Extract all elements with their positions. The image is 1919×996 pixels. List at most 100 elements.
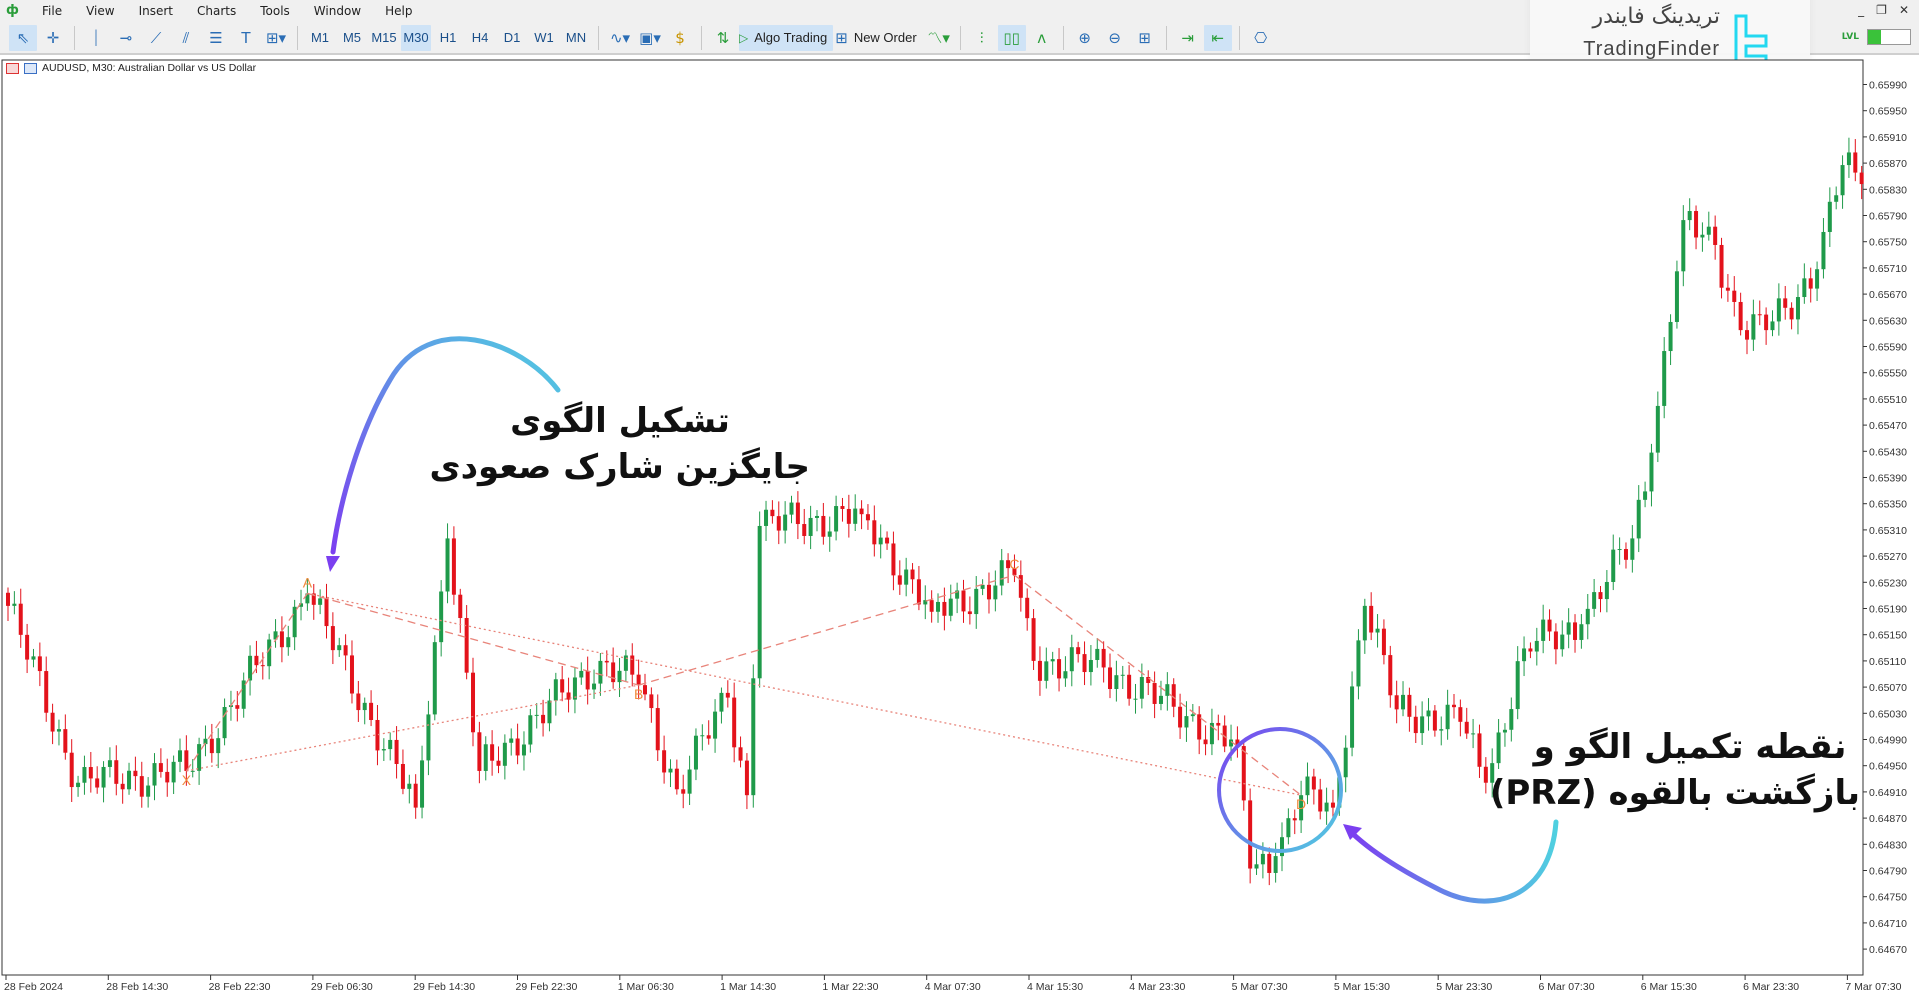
- candle-body: [1515, 661, 1520, 710]
- menu-insert[interactable]: Insert: [138, 4, 173, 18]
- indicators-icon[interactable]: ∿▾: [609, 28, 631, 47]
- trendline-icon[interactable]: ⟋: [150, 28, 162, 47]
- window-controls: _ ❐ ✕: [1858, 3, 1909, 17]
- candle-body: [738, 747, 743, 761]
- candlestick-chart-icon[interactable]: ▯▯: [997, 24, 1026, 51]
- menu-bar: ф File View Insert Charts Tools Window H…: [0, 0, 1919, 22]
- candle-body: [1318, 789, 1323, 812]
- y-tick-label: 0.65670: [1869, 289, 1907, 301]
- candle-body: [1362, 605, 1367, 641]
- candle-body: [311, 593, 316, 605]
- candle-body: [1082, 654, 1087, 673]
- candle-body: [279, 631, 284, 648]
- candle-body: [1407, 694, 1412, 717]
- candle-body: [107, 760, 112, 767]
- bar-chart-icon[interactable]: ⫶: [979, 28, 984, 47]
- x-tick-label: 5 Mar 07:30: [1232, 981, 1288, 993]
- candle-body: [1827, 201, 1832, 232]
- close-button[interactable]: ✕: [1898, 3, 1909, 17]
- screenshot-icon[interactable]: ⎔: [1254, 28, 1268, 47]
- new-order-button[interactable]: ⊞ New Order: [835, 25, 922, 51]
- candle-body: [865, 514, 870, 521]
- timeframe-d1[interactable]: D1: [503, 30, 521, 45]
- timeframe-w1[interactable]: W1: [534, 30, 554, 45]
- y-tick-label: 0.65270: [1869, 551, 1907, 563]
- channel-icon[interactable]: ⫽: [182, 28, 190, 47]
- candle-body: [967, 611, 972, 615]
- x-tick-label: 28 Feb 14:30: [106, 981, 168, 993]
- candle-body: [1127, 674, 1132, 699]
- candle-body: [1477, 733, 1482, 767]
- candle-body: [1560, 634, 1565, 650]
- candle-body: [1197, 714, 1202, 740]
- divider: [1062, 25, 1064, 50]
- chart-shift-icon[interactable]: ⇤: [1203, 24, 1232, 51]
- timeframe-m1[interactable]: M1: [310, 30, 330, 45]
- candle-body: [1069, 647, 1074, 672]
- y-tick-label: 0.65790: [1869, 211, 1907, 223]
- line-chart-icon[interactable]: ʌ: [1037, 28, 1047, 47]
- text-icon[interactable]: T: [241, 28, 251, 47]
- minimize-button[interactable]: _: [1858, 3, 1865, 17]
- menu-file[interactable]: File: [42, 4, 63, 18]
- top-curved-arrow: [330, 336, 561, 555]
- crosshair-icon[interactable]: ✛: [46, 28, 60, 47]
- candle-body: [426, 714, 431, 761]
- candle-body: [840, 506, 845, 509]
- candle-body: [1273, 856, 1278, 873]
- one-click-trading-icon[interactable]: ⇅: [716, 28, 730, 47]
- market-icon[interactable]: $: [675, 28, 685, 47]
- horizontal-line-icon[interactable]: ⊸: [119, 28, 133, 47]
- shapes-icon[interactable]: ⊞▾: [265, 28, 287, 47]
- timeframe-mn[interactable]: MN: [565, 30, 587, 45]
- candle-body: [560, 679, 565, 693]
- annotation-line: جایگزین شارک صعودی: [429, 447, 810, 487]
- vertical-line-icon[interactable]: ⏐: [91, 28, 101, 47]
- candle-body: [235, 705, 240, 709]
- candle-body: [814, 515, 819, 518]
- signals-icon[interactable]: 〽▾: [927, 29, 950, 47]
- candle-body: [82, 767, 87, 783]
- candle-body: [1617, 549, 1622, 551]
- candle-body: [948, 598, 953, 616]
- menu-help[interactable]: Help: [385, 4, 413, 18]
- auto-scroll-icon[interactable]: ⇥: [1181, 28, 1194, 47]
- timeframe-m5[interactable]: M5: [342, 30, 362, 45]
- pattern-leg-bc: [638, 574, 1015, 686]
- menu-window[interactable]: Window: [313, 4, 362, 18]
- timeframe-m15[interactable]: M15: [371, 30, 397, 45]
- candle-body: [1573, 622, 1578, 640]
- candle-body: [1783, 298, 1788, 308]
- candle-body: [471, 672, 476, 733]
- menu-tools[interactable]: Tools: [260, 4, 290, 18]
- candle-body: [732, 697, 737, 748]
- algo-trading-button[interactable]: ▷ Algo Trading: [739, 24, 834, 51]
- price-chart[interactable]: X A B C D 0.65990 0.65950 0.65910 0.65870 0.6583…: [0, 57, 1919, 996]
- timeframe-h1[interactable]: H1: [439, 30, 457, 45]
- menu-view[interactable]: View: [86, 4, 115, 18]
- pattern-point-c: C: [1009, 556, 1019, 572]
- restore-button[interactable]: ❐: [1876, 3, 1887, 17]
- x-tick-label: 29 Feb 14:30: [413, 981, 475, 993]
- zoom-in-icon[interactable]: ⊕: [1078, 28, 1091, 47]
- timeframe-m30[interactable]: M30: [401, 24, 431, 51]
- candle-body: [394, 739, 399, 764]
- candle-body: [18, 603, 23, 635]
- annotation-pattern-formation: تشکیل الگوی جایگزین شارک صعودی: [429, 398, 810, 490]
- menu-charts[interactable]: Charts: [197, 4, 237, 18]
- candle-body: [1343, 747, 1348, 778]
- candle-body: [802, 524, 807, 536]
- y-tick-label: 0.64870: [1869, 813, 1907, 825]
- fibonacci-icon[interactable]: ☰: [209, 28, 223, 47]
- zoom-out-icon[interactable]: ⊖: [1108, 28, 1121, 47]
- bottom-arrowhead-icon: [1343, 824, 1362, 840]
- level-bar-fill: [1868, 30, 1881, 44]
- x-tick-label: 5 Mar 23:30: [1436, 981, 1492, 993]
- candle-body: [764, 509, 769, 526]
- cursor-icon[interactable]: ⇖: [9, 24, 37, 51]
- timeframe-h4[interactable]: H4: [471, 30, 489, 45]
- candle-body: [1152, 683, 1157, 704]
- candle-body: [1063, 671, 1068, 679]
- tile-windows-icon[interactable]: ⊞: [1138, 28, 1151, 47]
- templates-icon[interactable]: ▣▾: [639, 28, 661, 47]
